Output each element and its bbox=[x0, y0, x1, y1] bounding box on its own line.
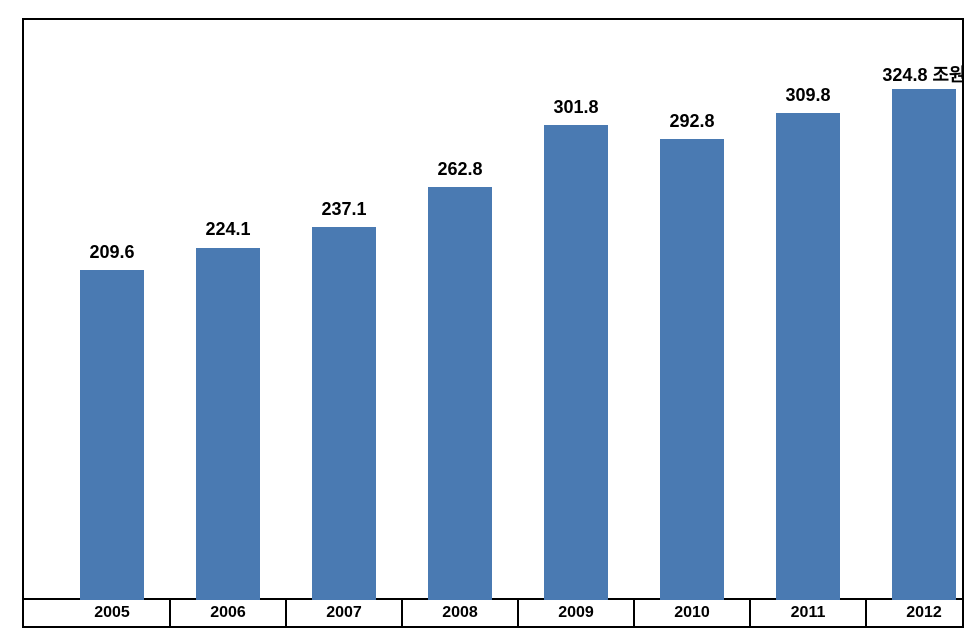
bar-value-label: 209.6 bbox=[42, 242, 182, 263]
x-axis-divider bbox=[865, 600, 867, 628]
x-axis-label: 2010 bbox=[642, 604, 742, 622]
x-axis-divider bbox=[22, 600, 24, 628]
bar-value-label: 262.8 bbox=[390, 159, 530, 180]
bar-value-label: 237.1 bbox=[274, 199, 414, 220]
x-axis-divider bbox=[633, 600, 635, 628]
x-axis-divider bbox=[401, 600, 403, 628]
x-axis-label: 2005 bbox=[62, 604, 162, 622]
x-axis-divider bbox=[517, 600, 519, 628]
bar bbox=[892, 89, 956, 600]
x-axis-divider bbox=[285, 600, 287, 628]
x-axis-bottom-border bbox=[22, 626, 964, 628]
x-axis-divider bbox=[749, 600, 751, 628]
bar bbox=[660, 139, 724, 600]
x-axis-label: 2006 bbox=[178, 604, 278, 622]
bar-value-label: 324.8 조원 bbox=[854, 61, 978, 87]
bar bbox=[544, 125, 608, 600]
bar bbox=[312, 227, 376, 600]
x-axis-divider bbox=[169, 600, 171, 628]
x-axis-label: 2007 bbox=[294, 604, 394, 622]
bar bbox=[776, 113, 840, 600]
x-axis-label: 2009 bbox=[526, 604, 626, 622]
x-axis-label: 2012 bbox=[874, 604, 974, 622]
bar-value-label: 224.1 bbox=[158, 219, 298, 240]
x-axis-divider bbox=[962, 600, 964, 628]
x-axis-label: 2008 bbox=[410, 604, 510, 622]
bar-value-label: 309.8 bbox=[738, 85, 878, 106]
bar bbox=[428, 187, 492, 600]
x-axis-label: 2011 bbox=[758, 604, 858, 622]
bar-value-label: 292.8 bbox=[622, 111, 762, 132]
bar bbox=[196, 248, 260, 601]
bar bbox=[80, 270, 144, 600]
